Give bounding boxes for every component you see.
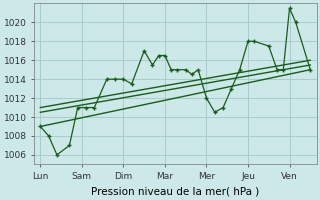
X-axis label: Pression niveau de la mer( hPa ): Pression niveau de la mer( hPa ): [91, 187, 260, 197]
